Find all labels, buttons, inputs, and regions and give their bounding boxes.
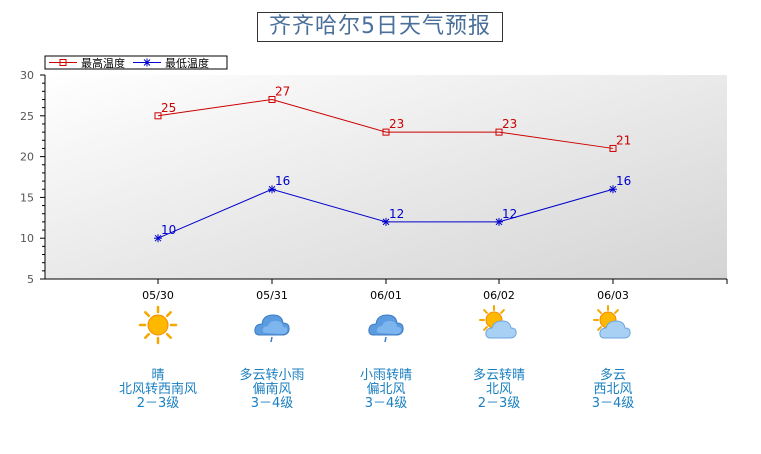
data-point <box>382 128 390 136</box>
data-point <box>495 217 503 226</box>
legend-marker <box>143 58 151 67</box>
data-label: 25 <box>161 101 176 115</box>
data-label: 12 <box>502 207 517 221</box>
forecast-text: 小雨转晴 偏北风 3－4级 <box>326 369 446 411</box>
partly-cloudy-icon <box>439 305 559 345</box>
forecast-weather: 晴 <box>151 368 165 383</box>
forecast-wind: 偏南风 <box>252 382 292 397</box>
y-tick-label: 20 <box>20 151 34 164</box>
data-point <box>382 217 390 226</box>
data-point <box>154 112 162 120</box>
data-label: 23 <box>502 117 517 131</box>
series-low: 10 16 12 12 16 <box>154 174 631 243</box>
y-tick-label: 5 <box>27 273 34 286</box>
forecast-text: 多云转小雨 偏南风 3－4级 <box>212 369 332 411</box>
x-tick-label: 06/01 <box>370 289 402 300</box>
forecast-wind-level: 3－4级 <box>364 396 408 411</box>
x-tick-label: 06/03 <box>597 289 629 300</box>
forecast-wind: 西北风 <box>593 382 633 397</box>
forecast-wind-level: 3－4级 <box>250 396 294 411</box>
data-label: 12 <box>389 207 404 221</box>
data-label: 27 <box>275 84 290 98</box>
forecast-weather: 多云转晴 <box>472 368 525 383</box>
legend-marker <box>59 59 67 66</box>
legend: 最高温度 最低温度 <box>44 55 228 70</box>
forecast-wind: 北风 <box>485 382 512 397</box>
rain-cloud-icon <box>326 305 446 345</box>
data-point <box>268 95 276 103</box>
x-tick-label: 06/02 <box>483 289 515 300</box>
y-tick-label: 25 <box>20 110 34 123</box>
series-layer: 25 27 23 23 21 10 16 12 12 16 <box>154 84 631 243</box>
legend-item: 最低温度 <box>133 56 209 70</box>
legend-label: 最高温度 <box>81 56 125 70</box>
forecast-wind-level: 2－3级 <box>477 396 521 411</box>
partly-cloudy-icon <box>553 305 673 345</box>
data-label: 21 <box>616 133 631 147</box>
rain-cloud-icon <box>212 305 332 345</box>
forecast-day: 多云 西北风 3－4级 <box>553 305 673 411</box>
forecast-day: 多云转小雨 偏南风 3－4级 <box>212 305 332 411</box>
series-line <box>157 98 614 149</box>
forecast-wind-level: 2－3级 <box>136 396 180 411</box>
forecast-weather: 多云转小雨 <box>239 368 305 383</box>
y-tick-label: 30 <box>20 69 34 82</box>
forecast-day: 晴北风转西南风 2－3级 <box>98 305 218 411</box>
data-point <box>609 144 617 152</box>
forecast-text: 多云转晴 北风 2－3级 <box>439 369 559 411</box>
data-label: 10 <box>161 223 176 237</box>
forecast-text: 晴北风转西南风 2－3级 <box>98 369 218 411</box>
data-point <box>495 128 503 136</box>
legend-label: 最低温度 <box>165 56 209 70</box>
axes: 5 10 15 20 25 30 05/30 05/31 06/01 06/02 06/03 <box>20 69 728 300</box>
data-label: 16 <box>275 174 290 188</box>
forecast-weather: 多云 <box>599 368 626 383</box>
data-point <box>154 234 162 243</box>
forecast-day: 小雨转晴 偏北风 3－4级 <box>326 305 446 411</box>
forecast-day: 多云转晴 北风 2－3级 <box>439 305 559 411</box>
legend-item: 最高温度 <box>49 56 125 70</box>
x-tick-label: 05/31 <box>256 289 288 300</box>
forecast-wind: 偏北风 <box>366 382 406 397</box>
forecast-wind: 北风转西南风 <box>118 382 197 397</box>
data-point <box>609 185 617 194</box>
y-tick-label: 15 <box>20 191 34 204</box>
forecast-weather: 小雨转晴 <box>359 368 412 383</box>
data-point <box>268 185 276 194</box>
series-high: 25 27 23 23 21 <box>154 84 631 152</box>
sunny-icon <box>98 305 218 345</box>
chart-title: 齐齐哈尔5日天气预报 <box>257 12 503 42</box>
x-tick-label: 05/30 <box>142 289 174 300</box>
data-label: 16 <box>616 174 631 188</box>
plot-area <box>45 75 727 279</box>
forecast-wind-level: 3－4级 <box>591 396 635 411</box>
y-tick-label: 10 <box>20 232 34 245</box>
forecast-text: 多云 西北风 3－4级 <box>553 369 673 411</box>
data-label: 23 <box>389 117 404 131</box>
